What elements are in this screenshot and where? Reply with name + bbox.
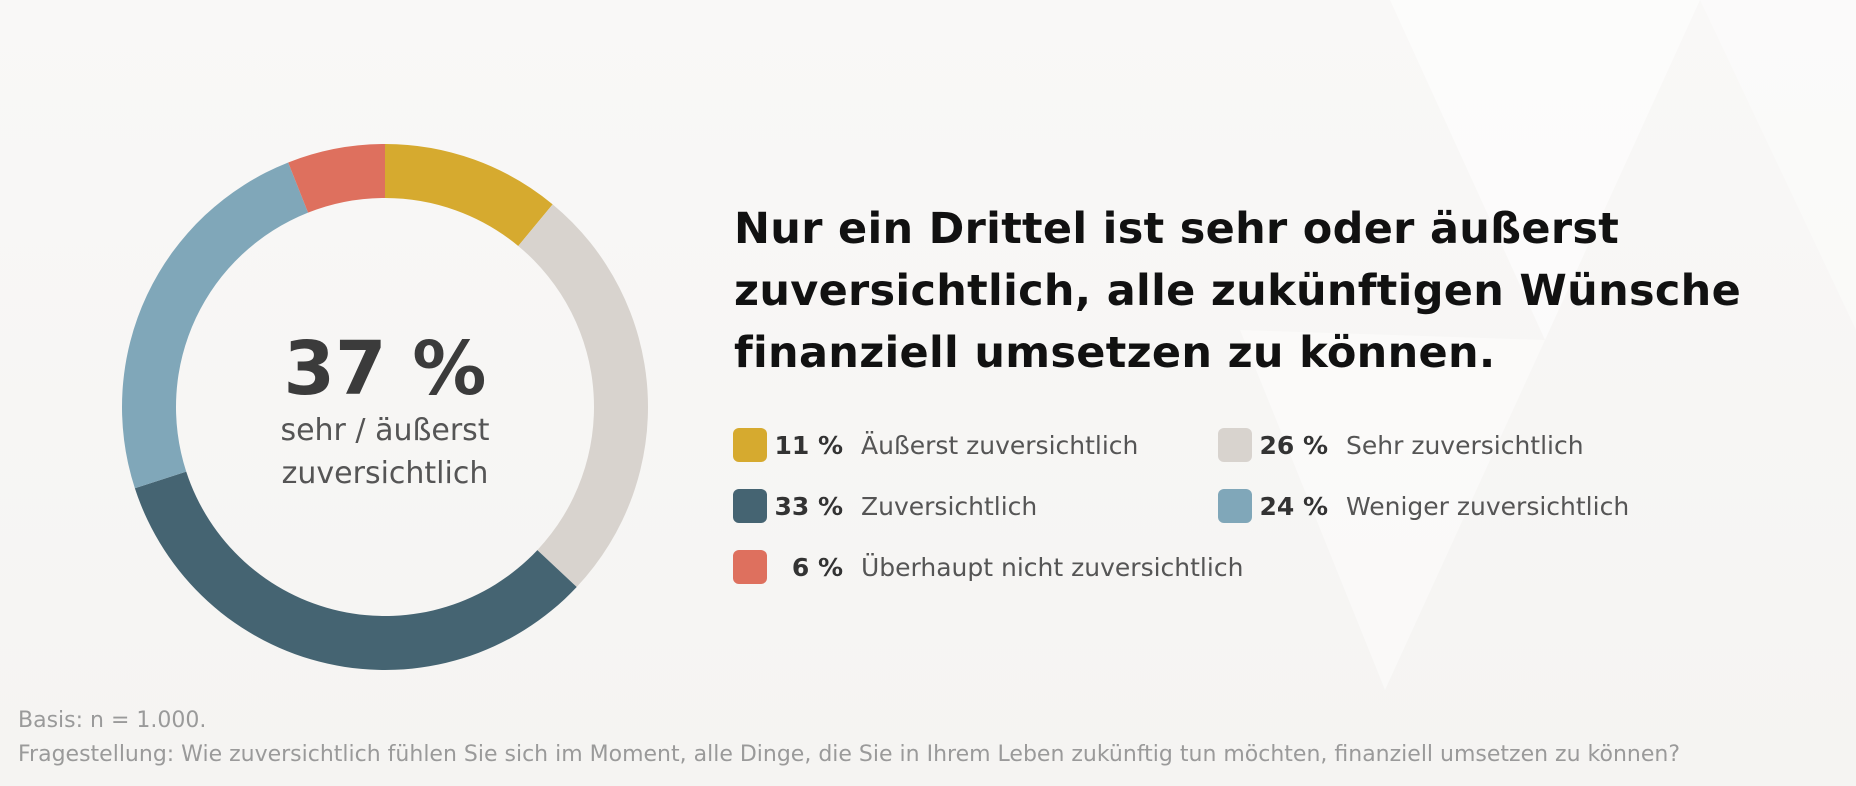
legend-swatch-zuversichtlich <box>733 489 767 523</box>
center-label-line1: sehr / äußerst <box>280 413 489 448</box>
center-label-line2: zuversichtlich <box>282 456 489 491</box>
donut-segment-1 <box>385 144 553 246</box>
legend-swatch-sehr <box>1218 428 1252 462</box>
legend-item-sehr: 26 % Sehr zuversichtlich <box>1218 425 1584 465</box>
legend-label-weniger: Weniger zuversichtlich <box>1346 491 1630 521</box>
footer-question: Fragestellung: Wie zuversichtlich fühlen… <box>18 742 1680 767</box>
donut-segments <box>121 144 648 670</box>
chart-title-line2: zuversichtlich, alle zukünftigen Wünsche <box>734 266 1742 316</box>
donut-segment-4 <box>121 162 309 489</box>
footer-basis: Basis: n = 1.000. <box>18 708 207 733</box>
legend-label-zuversichtlich: Zuversichtlich <box>861 491 1038 521</box>
legend-swatch-weniger <box>1218 489 1252 523</box>
legend-item-aeusserst: 11 % Äußerst zuversichtlich <box>733 425 1138 465</box>
legend-label-sehr: Sehr zuversichtlich <box>1346 430 1584 460</box>
chart-title-line1: Nur ein Drittel ist sehr oder äußerst <box>734 204 1620 254</box>
legend-pct-ueberhaupt-nicht: 6 % <box>791 552 843 582</box>
chart-title: Nur ein Drittel ist sehr oder äußerst zu… <box>734 198 1834 384</box>
donut-segment-3 <box>134 471 577 670</box>
legend-item-weniger: 24 % Weniger zuversichtlich <box>1218 486 1629 526</box>
legend-pct-sehr: 26 % <box>1259 430 1328 460</box>
legend-pct-weniger: 24 % <box>1259 491 1328 521</box>
legend-label-ueberhaupt-nicht: Überhaupt nicht zuversichtlich <box>861 552 1244 582</box>
center-value: 37 % <box>284 326 487 412</box>
donut-chart: 37 % sehr / äußerst zuversichtlich <box>121 144 648 670</box>
chart-title-line3: finanziell umsetzen zu können. <box>734 328 1496 378</box>
legend-pct-zuversichtlich: 33 % <box>774 491 843 521</box>
legend-label-aeusserst: Äußerst zuversichtlich <box>861 430 1139 460</box>
donut-segment-5 <box>288 144 385 213</box>
legend-swatch-aeusserst <box>733 428 767 462</box>
legend-pct-aeusserst: 11 % <box>774 430 843 460</box>
legend-item-ueberhaupt-nicht: 6 % Überhaupt nicht zuversichtlich <box>733 547 1243 587</box>
legend-swatch-ueberhaupt-nicht <box>733 550 767 584</box>
donut-segment-2 <box>518 204 648 588</box>
legend-item-zuversichtlich: 33 % Zuversichtlich <box>733 486 1037 526</box>
